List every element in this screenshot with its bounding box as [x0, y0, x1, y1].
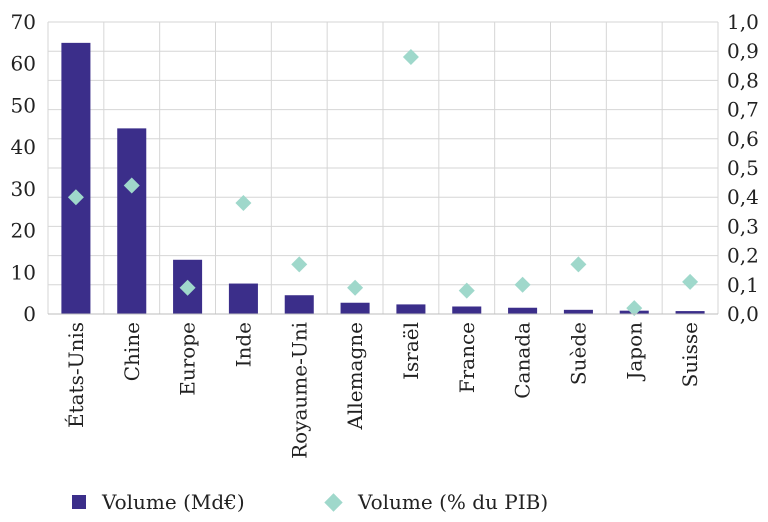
bar-volume-md — [508, 307, 538, 314]
y-left-tick-label: 0 — [23, 302, 36, 326]
y-right-tick-label: 0,0 — [727, 302, 759, 326]
point-volume-pib — [347, 279, 364, 296]
point-volume-pib — [291, 256, 308, 273]
legend-bar-swatch — [72, 495, 86, 509]
legend: Volume (Md€) Volume (% du PIB) — [0, 490, 768, 520]
y-right-tick-label: 0,7 — [727, 98, 759, 122]
x-category-label: Chine — [120, 322, 144, 381]
y-right-tick-label: 0,9 — [727, 39, 759, 63]
point-volume-pib — [235, 195, 252, 212]
x-category-label: Israël — [399, 322, 423, 380]
legend-item-volume-md: Volume (Md€) — [72, 490, 245, 514]
legend-diamond-swatch — [324, 492, 343, 512]
bar-volume-md — [228, 283, 258, 314]
bar-volume-md — [284, 295, 314, 314]
x-category-label: Royaume-Uni — [287, 322, 311, 459]
y-left-tick-label: 70 — [11, 10, 36, 34]
point-volume-pib — [458, 282, 475, 299]
x-category-label: Japon — [622, 322, 646, 382]
legend-item-volume-pib: Volume (% du PIB) — [324, 490, 548, 514]
point-volume-pib — [514, 276, 531, 293]
x-category-label: États-Unis — [64, 322, 88, 428]
y-right-tick-label: 0,5 — [727, 156, 759, 180]
bar-volume-md — [61, 42, 91, 314]
y-right-tick-label: 1,0 — [727, 10, 759, 34]
point-volume-pib — [123, 177, 140, 194]
x-category-label: Inde — [231, 322, 255, 367]
x-category-label: France — [455, 322, 479, 393]
y-left-tick-label: 10 — [11, 260, 36, 284]
y-right-tick-label: 0,6 — [727, 127, 759, 151]
y-right-tick-label: 0,8 — [727, 68, 759, 92]
y-right-tick-label: 0,3 — [727, 214, 759, 238]
point-volume-pib — [67, 189, 84, 206]
y-right-tick-label: 0,2 — [727, 244, 759, 268]
x-category-label: Allemagne — [343, 322, 367, 430]
x-category-label: Suisse — [678, 322, 702, 387]
y-left-tick-label: 40 — [11, 135, 36, 159]
x-category-label: Suède — [566, 322, 590, 385]
bar-volume-md — [340, 302, 370, 314]
point-volume-pib — [626, 300, 643, 317]
x-category-label: Europe — [176, 322, 200, 396]
point-volume-pib — [682, 273, 699, 290]
bar-volume-md — [452, 306, 482, 314]
point-volume-pib — [402, 49, 419, 66]
legend-label-volume-md: Volume (Md€) — [102, 490, 245, 514]
y-left-tick-label: 50 — [11, 93, 36, 117]
y-left-tick-label: 60 — [11, 52, 36, 76]
y-right-tick-label: 0,4 — [727, 185, 759, 209]
bar-volume-md — [117, 128, 147, 314]
x-category-label: Canada — [511, 322, 535, 399]
point-volume-pib — [570, 256, 587, 273]
y-left-tick-label: 30 — [11, 177, 36, 201]
bar-volume-md — [396, 304, 426, 314]
y-right-tick-label: 0,1 — [727, 273, 759, 297]
y-left-tick-label: 20 — [11, 219, 36, 243]
bar-volume-md — [675, 311, 705, 314]
legend-label-volume-pib: Volume (% du PIB) — [358, 490, 549, 514]
point-volume-pib — [179, 279, 196, 296]
bar-volume-md — [563, 309, 593, 314]
